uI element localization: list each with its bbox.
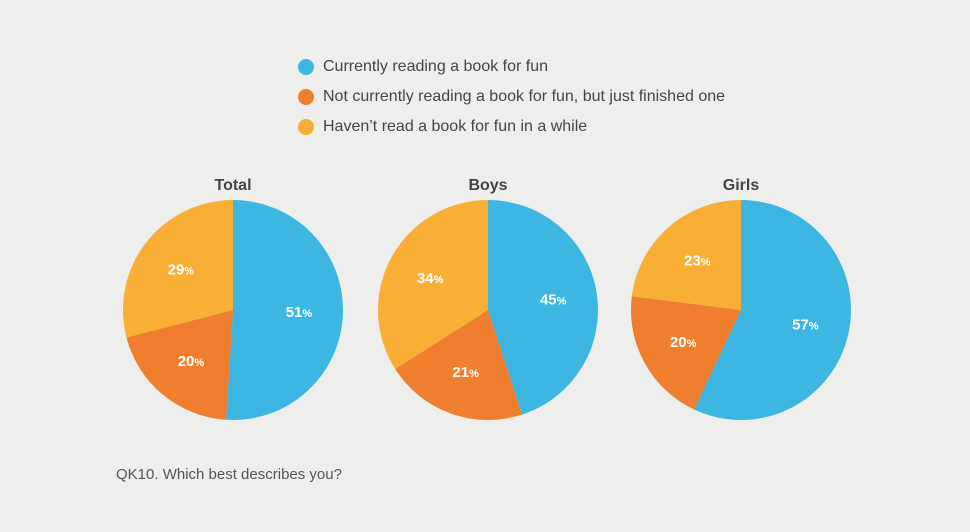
pie-label-boys-not-in-a-while: 34% [417,270,444,287]
legend-swatch-reading [298,59,314,75]
legend-swatch-just-finished [298,89,314,105]
legend-item-reading: Currently reading a book for fun [298,52,725,82]
legend-label-reading: Currently reading a book for fun [323,58,549,75]
pie-label-total-just-finished: 20% [178,353,205,370]
pie-label-boys-just-finished: 21% [452,364,479,381]
pie-title-girls: Girls [723,177,760,194]
pie-slice-total-not-in-a-while [123,200,233,338]
pie-label-total-reading: 51% [286,304,313,321]
pie-slice-girls-not-in-a-while [631,200,741,310]
legend-label-just-finished: Not currently reading a book for fun, bu… [323,88,726,105]
pie-total: Total 51% 20% 29% [123,177,344,420]
pie-label-boys-reading: 45% [540,292,567,309]
legend-item-not-in-a-while: Haven’t read a book for fun in a while [298,112,725,142]
footnote: QK10. Which best describes you? [116,466,342,483]
legend-item-just-finished: Not currently reading a book for fun, bu… [298,82,725,112]
legend-label-not-in-a-while: Haven’t read a book for fun in a while [323,118,588,135]
pie-slice-girls-just-finished [631,296,741,410]
pie-label-girls-not-in-a-while: 23% [684,252,711,269]
pie-boys: Boys 45% 21% 34% [378,177,598,420]
pie-label-total-not-in-a-while: 29% [168,262,195,279]
pie-slice-total-just-finished [126,310,233,420]
pie-slice-girls-reading [694,200,851,420]
pie-girls: Girls 57% 20% 23% [631,177,851,420]
pie-title-boys: Boys [468,177,507,194]
legend: Currently reading a book for fun Not cur… [298,52,725,142]
pie-slice-boys-reading [488,200,598,415]
pie-label-girls-reading: 57% [792,316,819,333]
pie-label-girls-just-finished: 20% [670,334,697,351]
pie-slice-total-reading [226,200,344,420]
pie-slice-boys-not-in-a-while [378,200,488,369]
pie-slice-boys-just-finished [395,310,522,420]
legend-swatch-not-in-a-while [298,119,314,135]
pie-title-total: Total [214,177,251,194]
